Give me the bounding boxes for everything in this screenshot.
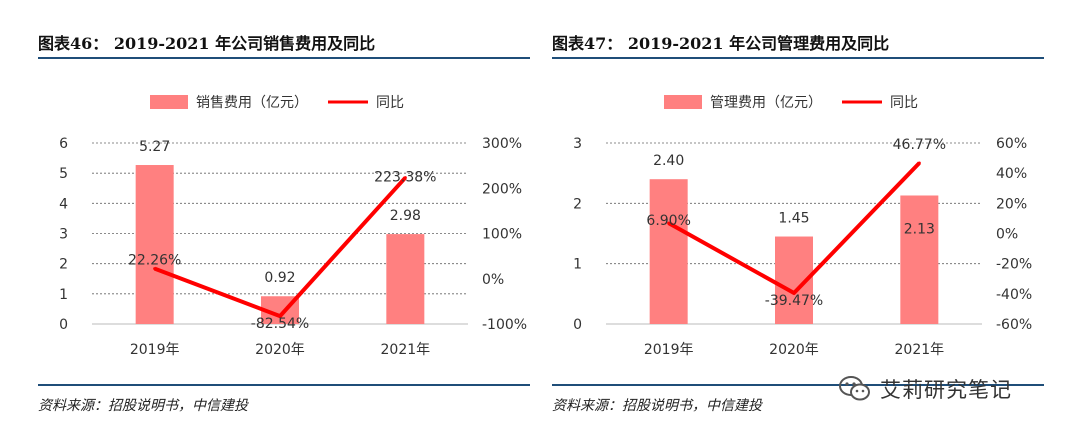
source-divider: [38, 384, 530, 386]
bar: [649, 179, 688, 324]
x-tick-label: 2019年: [130, 342, 180, 358]
y-right-tick-label: 20%: [996, 196, 1027, 212]
line-point: [667, 221, 671, 225]
right-panel: 图表47： 2019-2021 年公司管理费用及同比 管理费用（亿元） 同比 0 1 2…: [552, 0, 1052, 438]
x-tick-label: 2019年: [644, 342, 694, 358]
legend-bar-label: 管理费用（亿元）: [710, 95, 822, 111]
legend-line-label: 同比: [376, 95, 404, 111]
watermark: 艾莉研究笔记: [838, 370, 1058, 408]
y-left-tick-label: 4: [59, 196, 68, 212]
bar: [135, 165, 174, 324]
y-right-tick-label: 100%: [482, 227, 522, 243]
y-left-tick-label: 6: [59, 136, 68, 152]
bar: [900, 195, 939, 324]
bar-value-label: 2.13: [904, 221, 935, 237]
chart-title: 图表47： 2019-2021 年公司管理费用及同比: [552, 34, 890, 53]
y-right-tick-label: -60%: [996, 317, 1032, 333]
line-point: [403, 176, 407, 180]
y-left-tick-label: 2: [573, 196, 582, 212]
x-tick-label: 2020年: [769, 342, 819, 358]
wechat-icon: [839, 376, 870, 401]
line-value-label: 22.26%: [128, 253, 181, 269]
bar-value-label: 5.27: [139, 139, 170, 155]
x-tick-label: 2021年: [381, 342, 431, 358]
y-left-tick-label: 3: [573, 136, 582, 152]
y-right-tick-label: 0%: [482, 272, 504, 288]
title-divider: [38, 57, 530, 59]
x-tick-label: 2020年: [255, 342, 305, 358]
legend-bar-swatch: [664, 95, 702, 109]
sales-expense-chart: 销售费用（亿元） 同比 0 1 2 3 4 5 6 -100% 0% 100% 200% 300% 5.27…: [59, 95, 527, 358]
y-right-tick-label: 0%: [996, 227, 1018, 243]
line-value-label: 223.38%: [374, 170, 436, 186]
bar-value-label: 1.45: [778, 211, 809, 227]
y-left-tick-label: 3: [59, 227, 68, 243]
source-divider: [552, 384, 1044, 386]
y-right-tick-label: -100%: [482, 317, 527, 333]
y-right-tick-label: 60%: [996, 136, 1027, 152]
line-value-label: -39.47%: [765, 293, 823, 309]
y-right-tick-label: 40%: [996, 166, 1027, 182]
y-left-tick-label: 5: [59, 166, 68, 182]
y-right-tick-label: -40%: [996, 287, 1032, 303]
line-point: [917, 161, 921, 165]
y-left-tick-label: 0: [59, 317, 68, 333]
x-tick-label: 2021年: [895, 342, 945, 358]
y-left-tick-label: 1: [573, 257, 582, 273]
line-value-label: 6.90%: [646, 213, 690, 229]
series-line: [153, 176, 407, 319]
left-panel: 图表46： 2019-2021 年公司销售费用及同比 销售费用（亿元） 同比 0 1 2…: [38, 0, 538, 438]
bar-value-label: 2.98: [390, 208, 421, 224]
title-divider: [552, 57, 1044, 59]
y-left-tick-label: 0: [573, 317, 582, 333]
legend-line-label: 同比: [890, 95, 918, 111]
y-right-tick-label: 300%: [482, 136, 522, 152]
y-left-tick-label: 1: [59, 287, 68, 303]
admin-expense-chart: 管理费用（亿元） 同比 0 1 2 3 -60% -40% -20% 0% 20% 40% 60% 2.4…: [573, 95, 1032, 358]
watermark-text: 艾莉研究笔记: [880, 378, 1012, 402]
legend-bar-swatch: [150, 95, 188, 109]
bar-value-label: 2.40: [653, 153, 684, 169]
legend-bar-label: 销售费用（亿元）: [196, 95, 308, 111]
y-right-tick-label: -20%: [996, 257, 1032, 273]
line-point: [153, 267, 157, 271]
line-value-label: -82.54%: [251, 316, 309, 332]
source-note: 资料来源：招股说明书，中信建投: [552, 398, 762, 414]
line-value-label: 46.77%: [893, 137, 946, 153]
line-point: [792, 291, 796, 295]
bar: [386, 234, 425, 324]
bar-value-label: 0.92: [264, 270, 295, 286]
source-note: 资料来源：招股说明书，中信建投: [38, 398, 248, 414]
y-right-tick-label: 200%: [482, 181, 522, 197]
chart-title: 图表46： 2019-2021 年公司销售费用及同比: [38, 34, 376, 53]
y-left-tick-label: 2: [59, 257, 68, 273]
line-point: [278, 314, 282, 318]
